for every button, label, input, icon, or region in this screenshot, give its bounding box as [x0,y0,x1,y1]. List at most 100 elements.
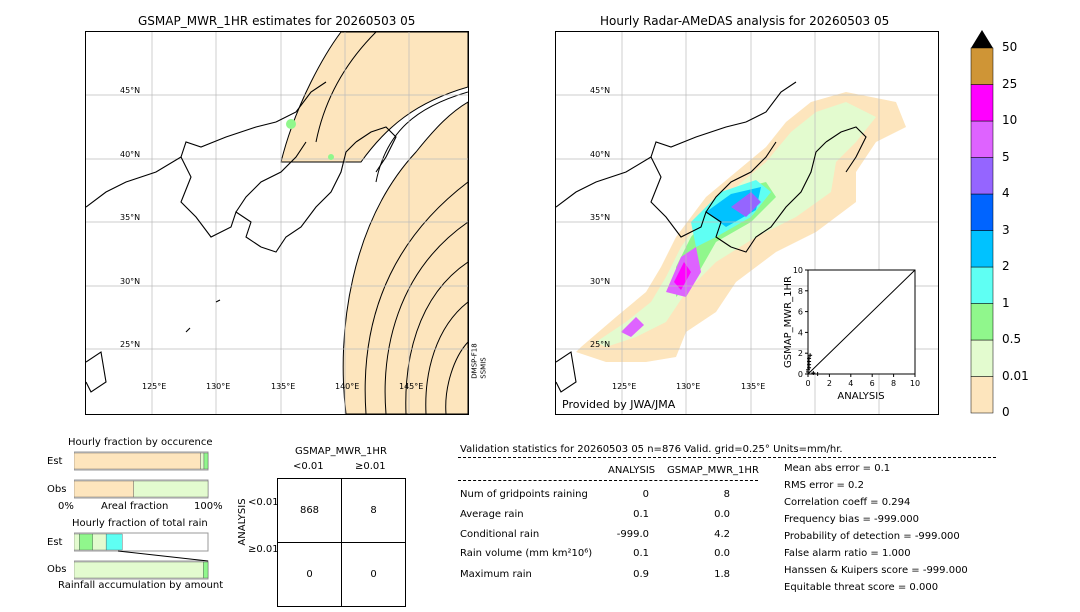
validation-row-name: Num of gridpoints raining [460,489,588,500]
occurence-bars [74,452,209,498]
validation-header: Validation statistics for 20260503 05 n=… [460,444,843,455]
fraction-bar [105,533,123,551]
satellite-label: DMSP-F18 SSMIS [470,343,488,379]
validation-row-gsmap: 1.8 [714,569,730,580]
contingency-col-label-1: ≥0.01 [355,461,386,472]
scatter-y-tick-label: 4 [798,328,803,337]
fraction-bar [74,561,204,579]
validation-row-name: Conditional rain [460,529,540,540]
validation-score: Frequency bias = -999.000 [784,514,919,525]
contingency-table: 868 8 0 0 [277,478,406,607]
validation-row-gsmap: 8 [723,489,730,500]
occurence-obs-label: Obs [47,484,67,495]
colorbar-segment [970,193,994,231]
colorbar-segment [970,157,994,195]
validation-row-analysis: 0.9 [633,569,649,580]
right-map-title: Hourly Radar-AMeDAS analysis for 2026050… [600,14,890,28]
colorbar-segment [970,339,994,377]
validation-col2: GSMAP_MWR_1HR [667,465,759,476]
right-coastline [556,81,867,393]
left-coastline [86,81,397,393]
scatter-x-ticks: 0 2 4 6 8 10 [805,374,920,388]
scatter-y-ticks: 0 2 4 6 8 10 [793,266,808,379]
validation-row-gsmap: 0.0 [714,548,730,559]
validation-row-analysis: 0.1 [633,548,649,559]
validation-row-gsmap: 4.2 [714,529,730,540]
colorbar-tick-label: 10 [1002,113,1018,127]
left-lat-label: 30°N [120,277,140,286]
scatter-point [808,353,813,358]
validation-row-analysis: -999.0 [616,529,649,540]
occurence-est-label: Est [47,456,63,467]
colorbar-tick-label: 50 [1002,40,1018,54]
validation-row-name: Maximum rain [460,569,532,580]
total-rain-bars [74,533,209,579]
fraction-bar [203,452,209,470]
colorbar-segment [970,303,994,341]
scatter-inset: 0 2 4 6 8 10 0 2 4 6 8 10 ANALYSIS GSMAP_MWR_1HR [783,266,920,402]
scatter-ylabel: GSMAP_MWR_1HR [783,276,794,368]
validation-score: Equitable threat score = 0.000 [784,582,939,593]
right-lat-label: 45°N [590,86,610,95]
contingency-cell: 8 [341,478,406,543]
validation-divider [458,457,996,458]
scatter-point [807,356,812,361]
contingency-col-label-0: <0.01 [293,461,324,472]
scatter-x-tick-label: 2 [827,379,832,388]
scatter-points [806,353,820,376]
scatter-x-tick-label: 4 [848,379,853,388]
validation-score: False alarm ratio = 1.000 [784,548,911,559]
scatter-diagonal [807,269,916,375]
right-lat-label: 25°N [590,340,610,349]
scatter-y-tick-label: 8 [798,287,803,296]
total-rain-connector [117,550,209,562]
left-lat-label: 45°N [120,86,140,95]
scatter-y-tick-label: 6 [798,308,803,317]
occurence-chart [74,451,209,499]
validation-row-analysis: 0 [642,489,649,500]
fraction-bar [203,561,209,579]
colorbar-tick-label: 3 [1002,222,1010,237]
validation-score: Hanssen & Kuipers score = -999.000 [784,565,968,576]
validation-score: Mean abs error = 0.1 [784,463,891,474]
contingency-cell: 868 [277,478,342,543]
contingency-title: GSMAP_MWR_1HR [295,446,387,457]
contingency-cell: 0 [341,542,406,607]
validation-score: Correlation coeff = 0.294 [784,497,911,508]
validation-row-name: Average rain [460,509,524,520]
colorbar-tick-label: 25 [1002,76,1018,91]
total-rain-est-frame [74,532,209,552]
colorbar-segment [970,120,994,158]
scatter-x-tick-label: 10 [910,379,920,388]
right-lon-label: 125°E [612,382,636,391]
left-rain-blobs [286,119,334,160]
right-lon-label: 135°E [741,382,765,391]
validation-row-analysis: 0.1 [633,509,649,520]
left-map-title: GSMAP_MWR_1HR estimates for 20260503 05 [138,14,416,28]
colorbar-tick-label: 0.5 [1002,332,1022,346]
validation-row-gsmap: 0.0 [714,509,730,520]
occurence-xtick-0: 0% [58,501,74,512]
left-lon-label: 130°E [206,382,230,391]
colorbar-tick-label: 2 [1002,259,1010,273]
colorbar-segment [970,84,994,122]
left-swath [280,32,468,414]
fraction-bar [200,452,205,470]
total-rain-chart [74,532,209,580]
scatter-x-tick-label: 0 [805,379,810,388]
contingency-row-label-1: ≥0.01 [248,544,279,555]
left-map-canvas: 45°N 40°N 35°N 30°N 25°N 125°E 130°E 135… [86,32,468,414]
right-lat-label: 35°N [590,213,610,222]
validation-col1: ANALYSIS [608,465,656,476]
scatter-point [811,370,816,375]
scatter-y-tick-label: 10 [793,266,803,275]
colorbar-tick-label: 4 [1002,186,1010,200]
right-lat-label: 30°N [590,277,610,286]
right-lon-label: 130°E [676,382,700,391]
occurence-title: Hourly fraction by occurence [68,437,213,448]
scatter-x-tick-label: 8 [891,379,896,388]
left-grid [86,32,468,414]
left-map-panel: 45°N 40°N 35°N 30°N 25°N 125°E 130°E 135… [85,31,469,415]
colorbar-tick-label: 5 [1002,149,1010,164]
left-lat-label: 40°N [120,150,140,159]
